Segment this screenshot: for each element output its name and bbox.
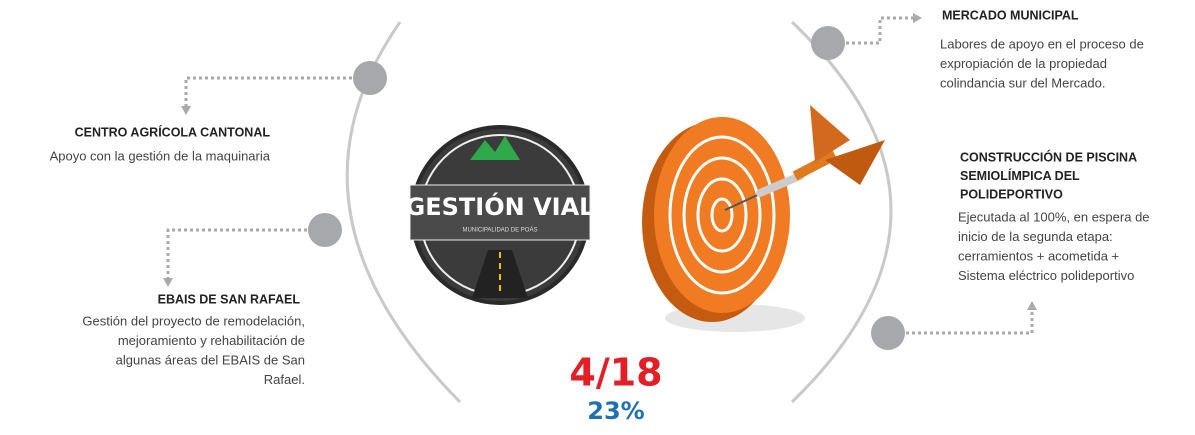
ratio: 4/18 — [569, 351, 662, 395]
arrow — [1027, 301, 1037, 310]
arrow — [181, 106, 191, 115]
connector — [888, 308, 1032, 333]
item-title: MERCADO MUNICIPAL — [942, 8, 1079, 22]
item-description: Apoyo con la gestión de la maquinaria — [50, 148, 271, 163]
connector — [168, 230, 325, 280]
item-title: CENTRO AGRÍCOLA CANTONAL — [75, 124, 271, 139]
node — [353, 61, 387, 95]
node — [308, 213, 342, 247]
item-description: mejoramiento y rehabilitación de — [118, 333, 305, 348]
logo-title: GESTIÓN VIAL — [406, 191, 595, 221]
connector — [186, 78, 370, 108]
item-description: expropiación de la propiedad — [940, 56, 1107, 71]
item-description: Ejecutada al 100%, en espera de — [958, 209, 1150, 224]
item-description: Gestión del proyecto de remodelación, — [82, 313, 305, 328]
item-description: cerramientos + acometida + — [958, 248, 1119, 263]
infographic: GESTIÓN VIAL MUNICIPALIDAD DE POÁS 4/18 … — [0, 0, 1195, 430]
item-description: Rafael. — [264, 372, 305, 387]
item-description: colindancia sur del Mercado. — [940, 75, 1105, 90]
item-description: Sistema eléctrico polideportivo — [958, 268, 1134, 283]
node — [811, 26, 845, 60]
item-description: algunas áreas del EBAIS de San — [116, 352, 305, 367]
item-title: EBAIS DE SAN RAFAEL — [158, 292, 301, 306]
item-description: Labores de apoyo en el proceso de — [940, 36, 1144, 51]
item-title: POLIDEPORTIVO — [960, 187, 1063, 201]
node — [871, 316, 905, 350]
percent: 23% — [587, 397, 644, 425]
arrow — [913, 13, 922, 23]
logo-subtitle: MUNICIPALIDAD DE POÁS — [463, 227, 538, 234]
target — [642, 105, 885, 332]
item-description: inicio de la segunda etapa: — [958, 229, 1113, 244]
arrow — [163, 278, 173, 287]
item-title: SEMIOLÍMPICA DEL — [960, 168, 1080, 183]
logo: GESTIÓN VIAL MUNICIPALIDAD DE POÁS — [406, 127, 595, 303]
item-title: CONSTRUCCIÓN DE PISCINA — [960, 149, 1137, 164]
